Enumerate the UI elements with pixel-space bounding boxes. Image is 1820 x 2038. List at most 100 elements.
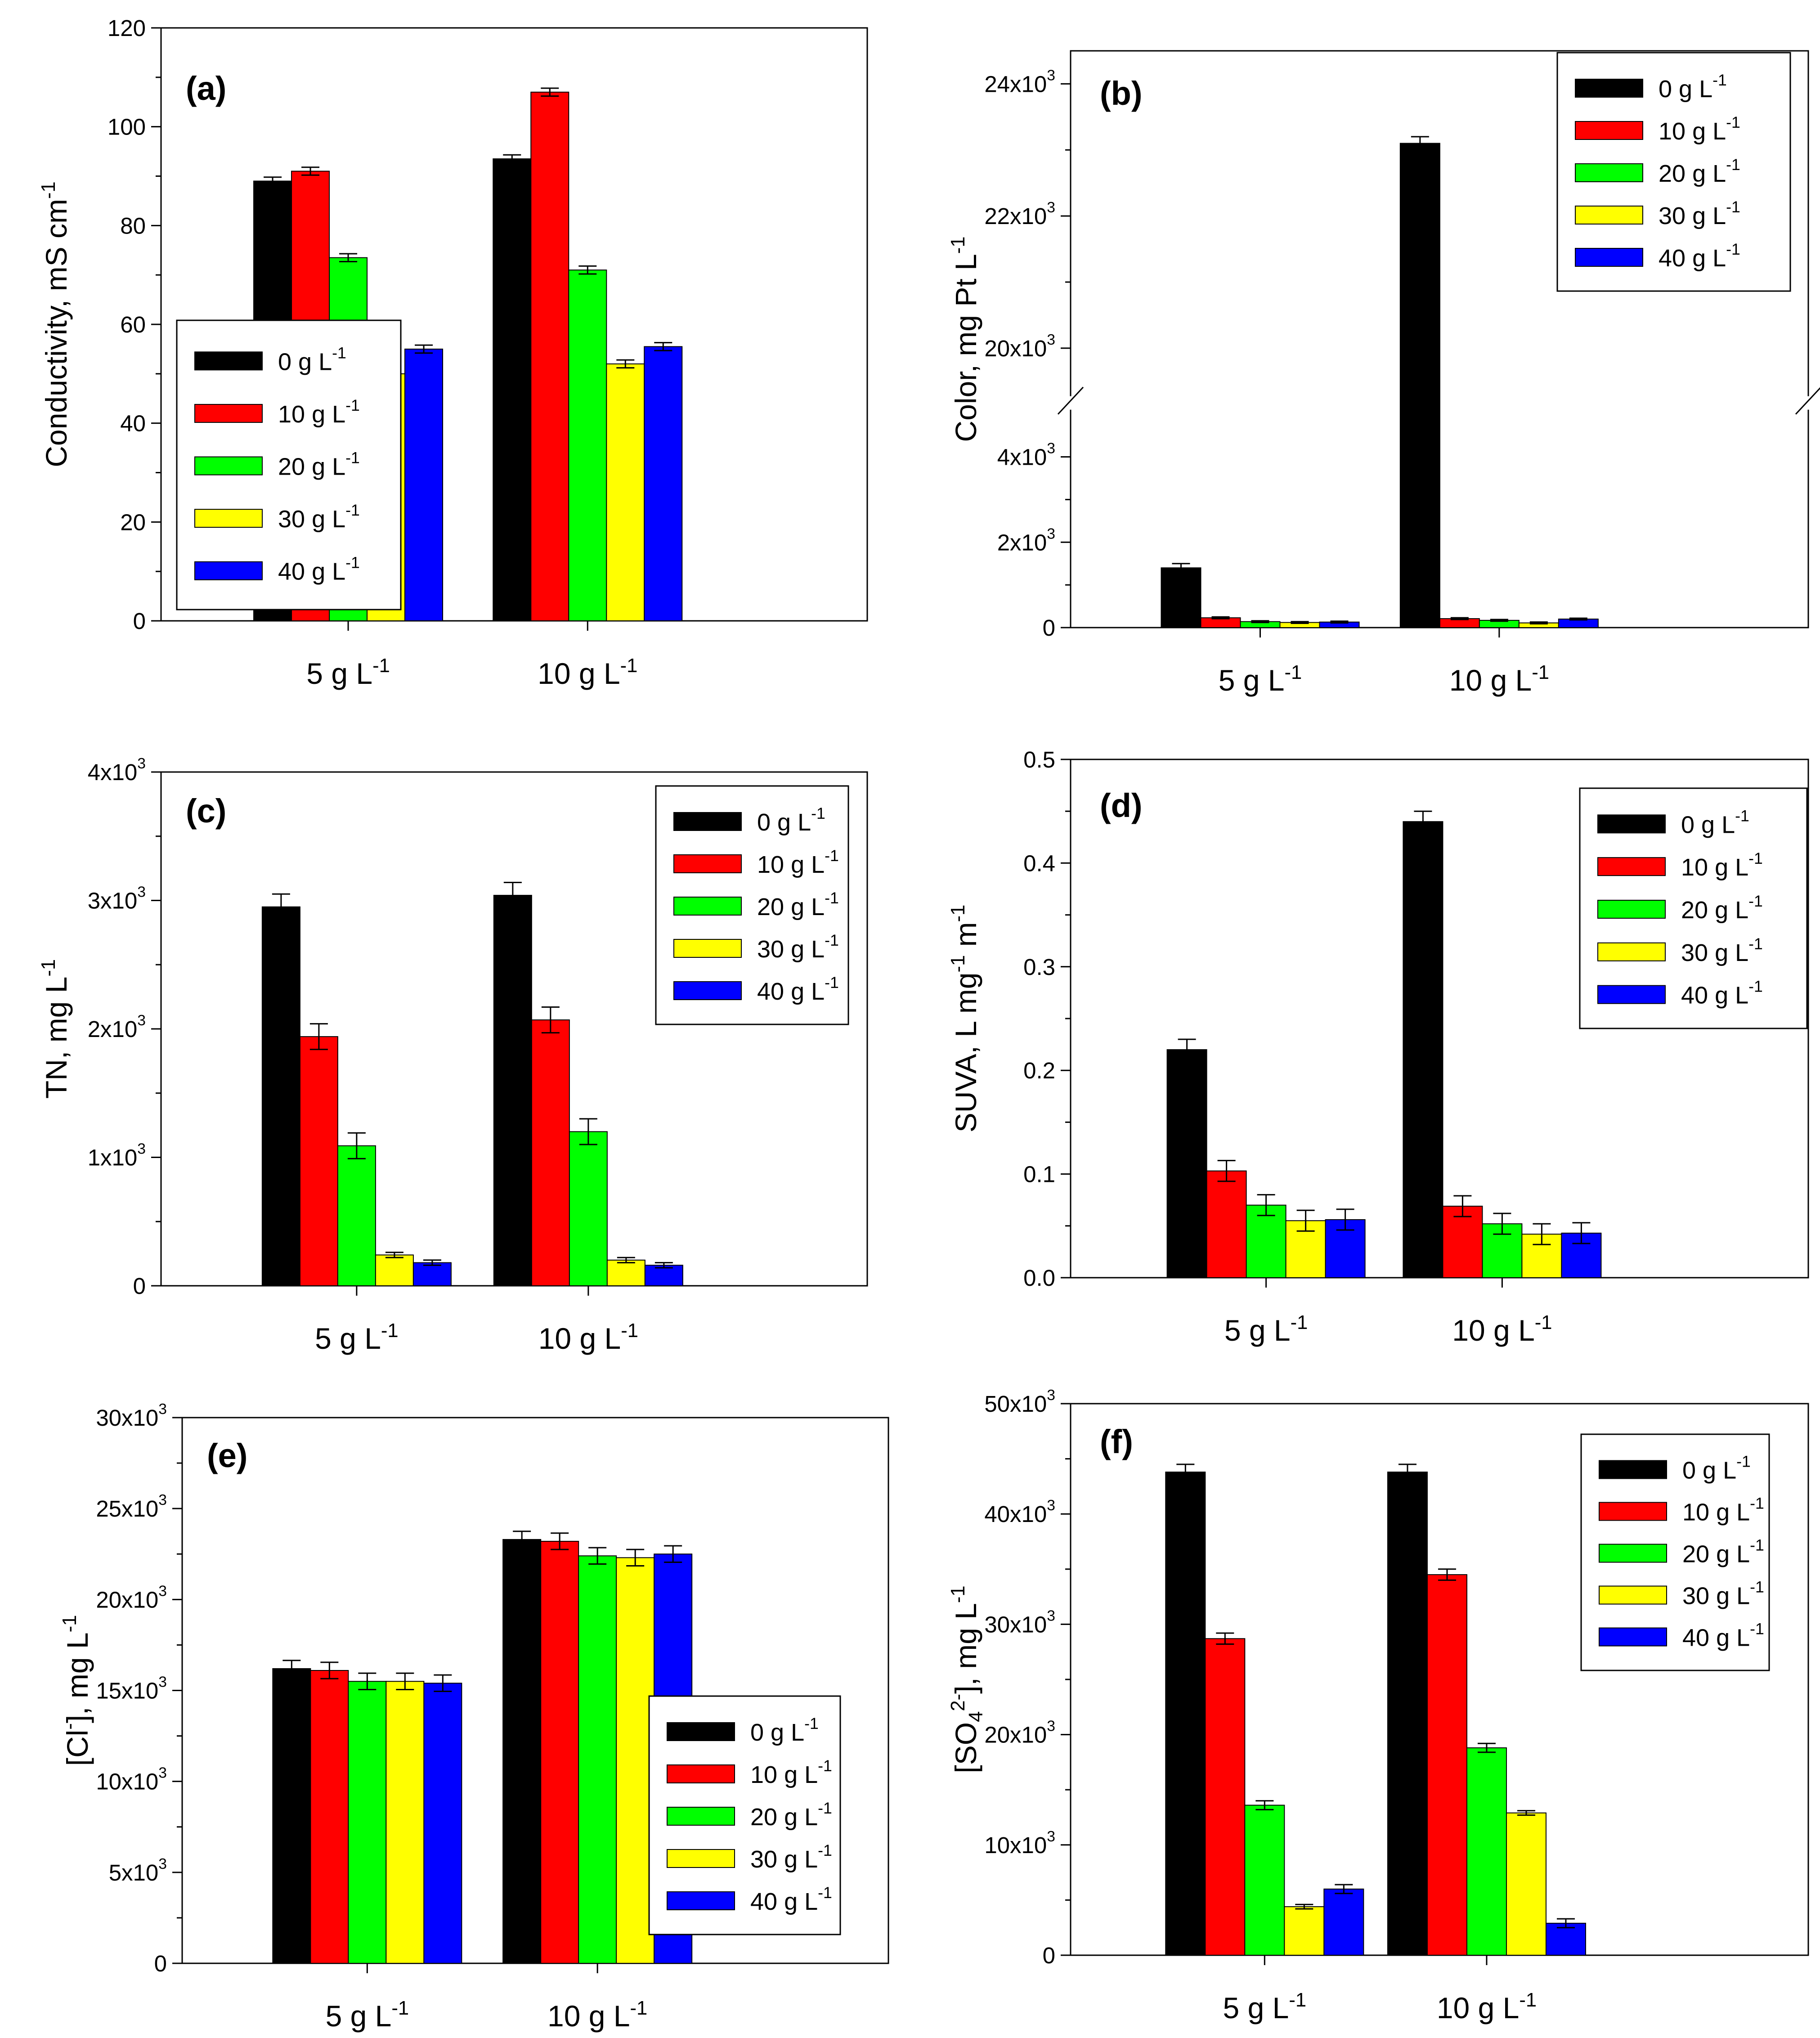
y-tick-label-c-part-1: 3 [137,1141,146,1158]
y-tick-label-e-part-1: 3 [158,1856,167,1872]
legend-label-e-2-part-0: 20 g L [750,1804,818,1831]
legend-label-a-1: 10 g L-1 [278,396,360,428]
y-axis-label-c: TN, mg L-1 [38,959,73,1099]
y-tick-label-e-part-1: 3 [158,1492,167,1508]
y-tick-label-c-part-0: 1x10 [88,1145,138,1171]
legend-label-c-3-part-0: 30 g L [757,936,825,963]
category-label-f: 5 g L-1 [1223,1989,1307,2025]
legend-swatch-c-4 [673,981,742,1000]
legend-label-e-0-part-1: -1 [804,1715,819,1733]
y-tick-label-d-part-0: 0.5 [1023,747,1055,772]
y-tick-label-f-part-0: 10x10 [984,1832,1047,1858]
legend-label-b-0: 0 g L-1 [1659,71,1727,103]
y-tick-label-d-part-0: 0.2 [1023,1058,1055,1083]
y-tick-label-c: 0 [133,1273,146,1299]
bar-c-0-1 [493,895,532,1286]
legend-swatch-c-2 [673,897,742,916]
legend-label-b-0-part-0: 0 g L [1659,76,1712,103]
y-tick-label-f: 20x103 [984,1718,1055,1748]
y-tick-label-f-part-0: 30x10 [984,1612,1047,1637]
legend-label-e-0: 0 g L-1 [750,1715,819,1746]
y-tick-label-f: 50x103 [984,1387,1055,1417]
panel-label-c: (c) [186,792,226,830]
bar-f-3-0 [1284,1906,1325,1956]
y-tick-label-b-part-0: 22x10 [984,203,1047,229]
legend-label-f-2-part-1: -1 [1750,1536,1764,1554]
legend-swatch-e-0 [667,1722,735,1741]
legend-label-a-4-part-1: -1 [345,554,360,572]
y-tick-label-e-part-1: 3 [158,1674,167,1691]
y-axis-label-f-part-4: -1 [947,1585,969,1603]
y-tick-label-f-part-0: 20x10 [984,1722,1047,1748]
y-axis-label-e-part-0: [Cl [61,1730,94,1766]
y-tick-label-e: 30x103 [96,1401,167,1431]
y-tick-label-a-part-0: 60 [120,312,146,337]
legend-label-e-3-part-1: -1 [818,1841,832,1859]
legend-label-a-0-part-0: 0 g L [278,348,332,375]
category-label-c: 5 g L-1 [315,1320,399,1355]
y-tick-label-f-part-1: 3 [1047,1718,1055,1735]
legend-label-a-3-part-0: 30 g L [278,506,345,533]
legend-label-b-4: 40 g L-1 [1659,240,1740,272]
legend-swatch-d-4 [1597,985,1666,1004]
y-tick-label-a-part-0: 80 [120,213,146,238]
legend-label-e-3: 30 g L-1 [750,1841,832,1873]
legend-swatch-f-2 [1599,1544,1667,1563]
panel-label-d: (d) [1100,787,1143,824]
axis-break-mark-b [1057,386,1084,415]
legend-swatch-e-2 [667,1807,735,1826]
category-label-d-part-0: 5 g L [1224,1314,1291,1347]
bar-e-2-0 [348,1681,387,1964]
y-tick-label-a-part-0: 120 [108,15,146,41]
legend-label-e-3-part-0: 30 g L [750,1846,818,1873]
bar-e-1-0 [310,1670,349,1964]
category-label-d-part-0: 10 g L [1452,1314,1535,1347]
y-axis-label-b: Color, mg Pt L-1 [947,237,982,442]
bar-c-2-0 [337,1145,376,1286]
category-label-f-part-0: 10 g L [1437,1991,1520,2025]
legend-swatch-e-1 [667,1764,735,1783]
bar-c-4-0 [412,1262,452,1287]
y-tick-label-e-part-1: 3 [158,1401,167,1418]
y-tick-label-c: 3x103 [88,884,146,914]
legend-label-c-0: 0 g L-1 [757,804,825,836]
bar-c-0-0 [261,906,300,1286]
legend-label-b-2: 20 g L-1 [1659,156,1740,187]
y-tick-label-b: 20x103 [984,332,1055,361]
category-label-d-part-1: -1 [1291,1312,1308,1333]
y-tick-label-d: 0.0 [1023,1265,1055,1291]
category-label-c-part-0: 10 g L [538,1322,621,1355]
legend-label-a-4: 40 g L-1 [278,554,360,585]
y-tick-label-f: 40x103 [984,1497,1055,1527]
y-tick-label-a: 60 [120,312,146,337]
y-axis-label-f-part-0: [SO [949,1722,982,1773]
y-axis-label-d-part-0: SUVA, L mg [949,973,982,1133]
bar-b-0-0 [1161,567,1201,628]
y-axis-label-d-part-3: -1 [947,905,969,922]
y-tick-label-d: 0.1 [1023,1162,1055,1187]
legend-label-d-4-part-0: 40 g L [1681,982,1748,1009]
legend-label-b-2-part-1: -1 [1726,156,1740,174]
category-label-e-part-1: -1 [630,1998,648,2019]
y-tick-label-e: 5x103 [109,1856,167,1885]
legend-swatch-d-3 [1597,942,1666,961]
legend-label-a-1-part-0: 10 g L [278,401,345,428]
y-tick-label-d-part-0: 0.1 [1023,1162,1055,1187]
bar-c-3-1 [606,1259,646,1286]
bar-e-3-0 [386,1681,425,1964]
legend-label-d-2-part-1: -1 [1748,892,1763,910]
legend-label-c-2-part-0: 20 g L [757,893,825,920]
legend-label-b-3-part-0: 30 g L [1659,202,1726,229]
bar-a-3-1 [606,363,645,621]
category-label-c-part-1: -1 [381,1320,399,1342]
y-tick-label-c-part-1: 3 [137,1012,146,1029]
category-label-a-part-1: -1 [620,655,638,677]
y-tick-label-b: 22x103 [984,199,1055,229]
legend-label-b-4-part-0: 40 g L [1659,245,1726,272]
y-tick-label-f-part-1: 3 [1047,1607,1055,1624]
bar-b-0-1 [1399,143,1440,628]
y-tick-label-d-part-0: 0.3 [1023,954,1055,980]
y-tick-label-a: 40 [120,411,146,436]
